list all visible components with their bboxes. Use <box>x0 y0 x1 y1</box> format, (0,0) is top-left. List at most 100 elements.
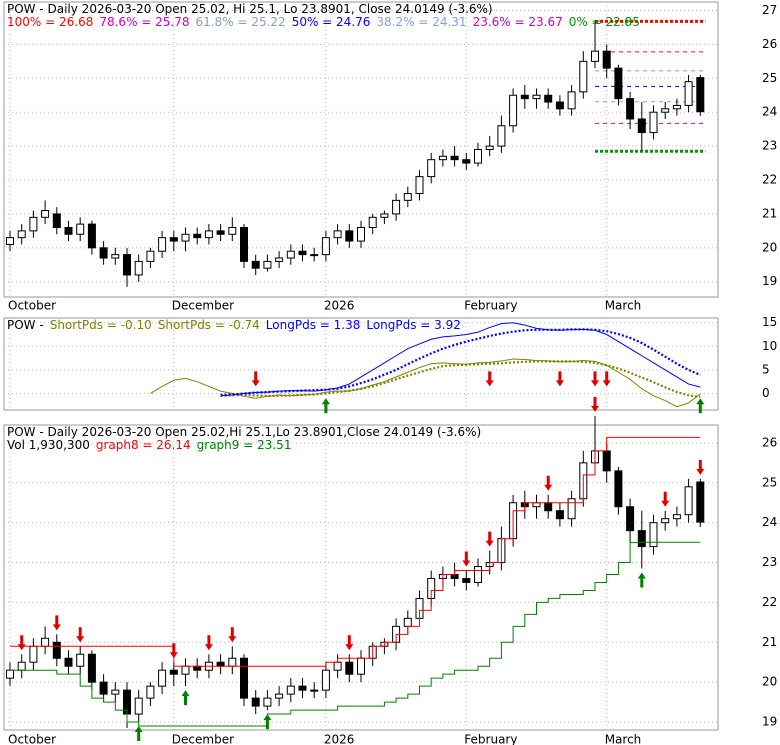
y-tick-label: 22 <box>762 595 777 609</box>
candle-body <box>181 665 190 675</box>
candle-body <box>649 522 658 548</box>
candle-body <box>357 657 365 675</box>
buy-arrow <box>263 714 272 730</box>
x-tick-label: December <box>172 299 234 313</box>
candle-body <box>555 510 564 520</box>
candle-body <box>462 577 471 583</box>
y-tick-label: 20 <box>762 675 777 689</box>
candle-body <box>684 486 693 516</box>
y-tick-label: 27 <box>762 3 777 17</box>
chart-title: POW - Daily 2026-03-20 Open 25.02, Hi 25… <box>7 2 493 16</box>
candle-body <box>555 101 564 110</box>
candle-body <box>134 697 143 715</box>
candle-body <box>485 145 494 150</box>
buy-arrow <box>181 690 190 706</box>
candle-body <box>64 226 73 235</box>
x-tick-label: 2026 <box>324 733 355 745</box>
candle-body <box>41 637 50 647</box>
candle-body <box>579 60 588 93</box>
plot-area <box>3 1 719 298</box>
candle-body <box>251 260 260 269</box>
buy-arrow <box>134 726 143 742</box>
candle-body <box>567 498 576 520</box>
legend: 100% = 26.68 78.6% = 25.78 61.8% = 25.22 50… <box>7 15 640 29</box>
candle-body <box>661 518 670 524</box>
legend: Vol 1,930,300 graph8 = 26.14 graph9 = 23.5… <box>7 438 291 452</box>
series-line <box>220 328 701 397</box>
candle-body <box>240 657 248 699</box>
candle-body <box>696 481 705 523</box>
sell-arrow <box>696 459 705 475</box>
candle-body <box>146 250 155 262</box>
x-tick-label: December <box>172 733 234 745</box>
candle-body <box>403 193 412 201</box>
candle-body <box>29 216 38 232</box>
plot-area <box>3 424 719 731</box>
sell-arrow <box>76 627 85 643</box>
legend-item: 0% = 22.85 <box>569 15 640 29</box>
title-text: POW - Daily 2026-03-20 Open 25.02, Hi 25… <box>7 2 493 16</box>
candle-body <box>696 77 705 113</box>
y-tick-label: 22 <box>762 173 777 187</box>
candle-body <box>602 450 611 472</box>
candle-body <box>228 226 237 235</box>
sell-arrow <box>345 635 354 651</box>
candle-body <box>6 669 14 679</box>
buy-arrow <box>321 398 330 414</box>
candle-body <box>134 260 143 276</box>
sell-arrow <box>251 371 260 387</box>
y-tick-label: 19 <box>762 715 777 729</box>
candle-body <box>99 681 108 695</box>
sell-arrow <box>591 371 599 387</box>
legend-item: 38.2% = 24.31 <box>376 15 466 29</box>
candle-body <box>193 233 202 239</box>
candle-body <box>298 685 307 691</box>
buy-arrow <box>696 398 705 414</box>
candle-body <box>52 641 61 659</box>
candle-body <box>76 653 85 667</box>
candle-body <box>345 661 354 675</box>
chart-title: POW - ShortPds = -0.10 ShortPds = -0.74 Lon… <box>7 318 461 332</box>
candle-body <box>99 247 108 259</box>
candle-body <box>169 669 178 675</box>
candle-body <box>474 566 482 583</box>
candle-body <box>41 210 50 218</box>
candle-body <box>286 250 295 259</box>
y-tick-label: 24 <box>762 515 777 529</box>
x-tick-label: March <box>605 299 642 313</box>
y-tick-label: 5 <box>762 362 770 376</box>
candle-body <box>193 665 202 671</box>
candle-body <box>544 502 553 512</box>
x-tick-label: 2026 <box>324 299 355 313</box>
candle-body <box>111 254 120 259</box>
y-tick-label: 20 <box>762 240 777 254</box>
sell-arrow <box>169 643 178 659</box>
candle-body <box>672 104 681 110</box>
candle-body <box>368 216 377 228</box>
candle-body <box>403 617 412 627</box>
y-tick-label: 23 <box>762 139 777 153</box>
candle-body <box>275 257 284 262</box>
y-tick-label: 26 <box>762 435 777 449</box>
candle-body <box>626 506 635 532</box>
candle-body <box>321 237 330 256</box>
sell-arrow <box>602 371 611 387</box>
candle-body <box>321 669 330 691</box>
title-text: POW - <box>7 318 44 332</box>
candle-body <box>532 502 541 508</box>
candle-body <box>450 155 459 161</box>
legend-item: graph8 = 26.14 <box>96 438 191 452</box>
candle-body <box>123 254 131 276</box>
candle-body <box>509 94 518 127</box>
legend-item: 61.8% = 25.22 <box>196 15 286 29</box>
candle-body <box>310 689 319 692</box>
y-tick-label: 15 <box>762 315 777 329</box>
candle-body <box>614 470 623 508</box>
candle-body <box>228 657 237 667</box>
candle-body <box>614 67 623 100</box>
series-line <box>220 360 701 399</box>
candle-body <box>216 230 225 235</box>
y-tick-label: 24 <box>762 105 777 119</box>
candle-body <box>649 111 658 134</box>
sell-arrow <box>485 531 494 547</box>
